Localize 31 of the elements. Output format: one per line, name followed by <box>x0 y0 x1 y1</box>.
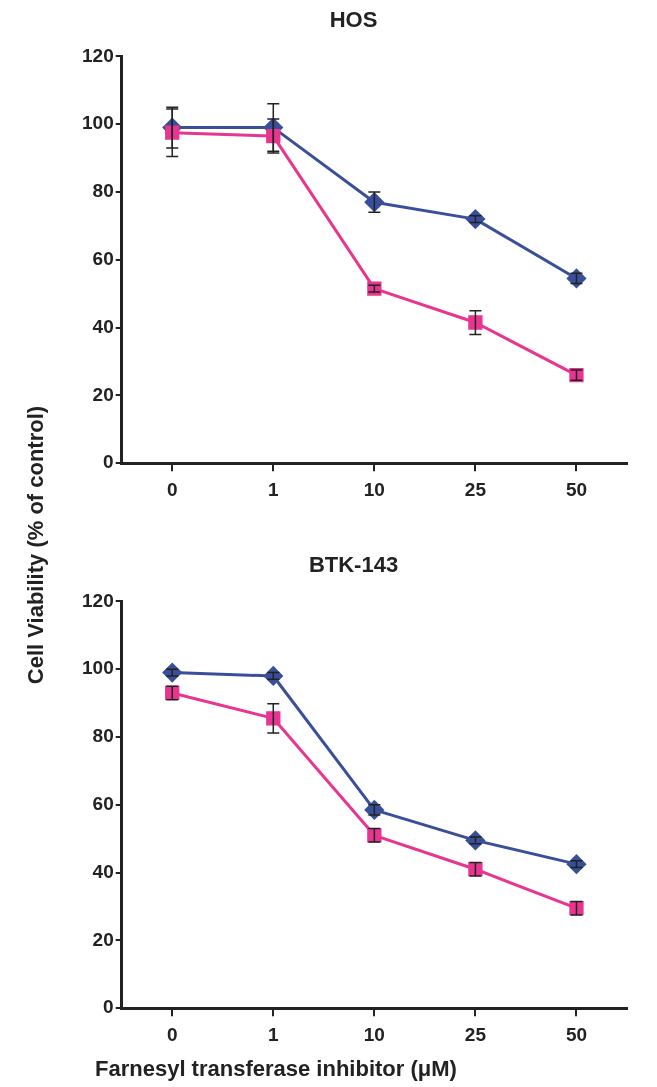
x-tick-label: 25 <box>464 1023 487 1045</box>
y-tick-label: 100 <box>82 657 114 679</box>
y-tick-label: 20 <box>92 383 114 405</box>
y-tick-label: 20 <box>92 928 114 950</box>
chart-title: BTK-143 <box>308 552 399 578</box>
point <box>468 315 483 330</box>
x-axis-title: Farnesyl transferase inhibitor (μM) <box>95 1056 457 1082</box>
x-tick-label: 10 <box>363 1023 385 1045</box>
point <box>266 128 281 144</box>
y-tick-label: 40 <box>92 315 114 337</box>
chart-title: HOS <box>329 7 378 33</box>
point <box>266 711 281 726</box>
y-tick-label: 100 <box>82 112 114 134</box>
x-tick-label: 0 <box>166 1023 178 1045</box>
y-tick-label: 80 <box>92 180 114 202</box>
y-tick-label: 120 <box>82 44 114 66</box>
x-tick-label: 25 <box>464 478 487 500</box>
y-tick-label: 60 <box>92 248 114 270</box>
x-tick-label: 10 <box>363 478 385 500</box>
y-tick-label: 120 <box>82 589 114 611</box>
x-tick-label: 0 <box>166 478 178 500</box>
x-tick-label: 1 <box>268 1023 279 1045</box>
y-tick-label: 80 <box>92 725 114 747</box>
x-tick-label: 1 <box>268 478 279 500</box>
y-tick-label: 60 <box>92 793 114 815</box>
x-tick-label: 50 <box>565 478 588 500</box>
y-tick-label: 40 <box>92 860 114 882</box>
y-tick-label: 0 <box>103 451 114 473</box>
y-axis-title: Cell Viability (% of control) <box>23 405 49 685</box>
x-tick-label: 50 <box>565 1023 588 1045</box>
y-tick-label: 0 <box>103 996 114 1018</box>
